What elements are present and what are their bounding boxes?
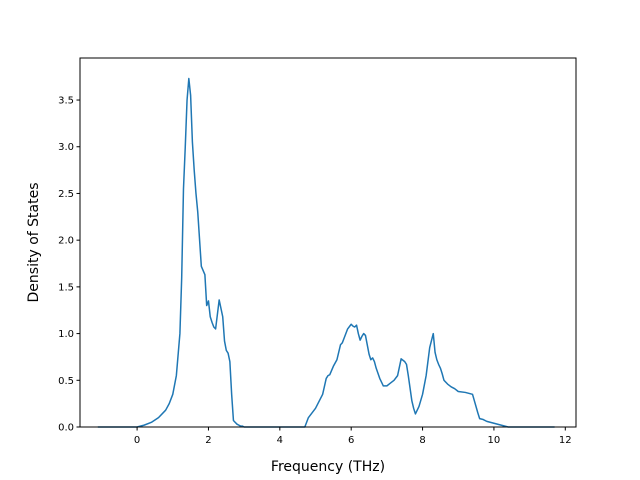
y-tick-label: 0.0 (58, 423, 74, 434)
x-tick-label: 10 (488, 435, 501, 446)
x-tick-label: 8 (419, 435, 425, 446)
y-tick-label: 0.5 (58, 376, 74, 387)
x-tick-label: 12 (559, 435, 572, 446)
x-axis-ticks: 0 2 4 6 8 10 12 (134, 427, 572, 446)
y-tick-label: 3.0 (58, 142, 74, 153)
x-axis-label: Frequency (THz) (271, 459, 385, 475)
x-tick-label: 6 (348, 435, 354, 446)
y-tick-label: 1.5 (58, 282, 74, 293)
y-axis-label: Density of States (26, 183, 42, 303)
y-tick-label: 1.0 (58, 329, 74, 340)
plot-frame (79, 57, 577, 428)
x-tick-label: 0 (134, 435, 140, 446)
dos-series-line-0 (97, 77, 555, 428)
y-tick-label: 2.5 (58, 189, 74, 200)
x-tick-label: 2 (205, 435, 211, 446)
x-tick-label: 4 (277, 435, 283, 446)
y-axis-ticks: 0.0 0.5 1.0 1.5 2.0 2.5 3.0 3.5 (58, 96, 80, 434)
plot-area (97, 77, 555, 428)
y-tick-label: 2.0 (58, 236, 74, 247)
y-tick-label: 3.5 (58, 96, 74, 107)
